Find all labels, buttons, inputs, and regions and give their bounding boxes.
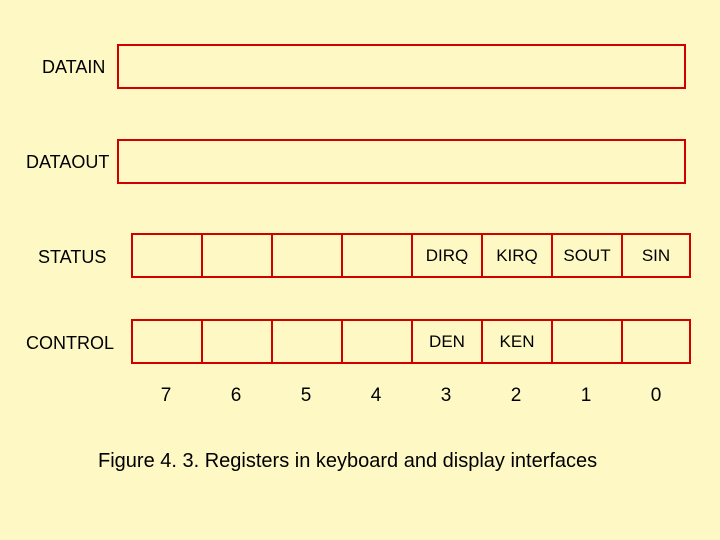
bitnum-0: 0	[621, 385, 691, 407]
bitnum-6: 6	[201, 385, 271, 407]
control-bit-6	[201, 319, 271, 364]
status-bit-3: DIRQ	[411, 233, 481, 278]
bitnum-5: 5	[271, 385, 341, 407]
status-bit-5	[271, 233, 341, 278]
control-bit-0	[621, 319, 691, 364]
control-bit-1	[551, 319, 621, 364]
diagram-canvas: DATAIN DATAOUT STATUS DIRQ KIRQ SOUT SIN…	[0, 0, 720, 540]
control-bit-7	[131, 319, 201, 364]
bitnum-4: 4	[341, 385, 411, 407]
control-bit-4	[341, 319, 411, 364]
dataout-label: DATAOUT	[26, 152, 109, 173]
bitnum-7: 7	[131, 385, 201, 407]
status-bit-4	[341, 233, 411, 278]
bitnum-3: 3	[411, 385, 481, 407]
status-bit-7	[131, 233, 201, 278]
figure-caption: Figure 4. 3. Registers in keyboard and d…	[98, 450, 597, 473]
status-bit-0: SIN	[621, 233, 691, 278]
control-bit-5	[271, 319, 341, 364]
control-bit-3: DEN	[411, 319, 481, 364]
status-cells: DIRQ KIRQ SOUT SIN	[131, 233, 691, 278]
status-bit-2: KIRQ	[481, 233, 551, 278]
control-bit-2: KEN	[481, 319, 551, 364]
bitnum-1: 1	[551, 385, 621, 407]
dataout-box	[117, 139, 686, 184]
datain-box	[117, 44, 686, 89]
bitnum-2: 2	[481, 385, 551, 407]
datain-label: DATAIN	[42, 57, 105, 78]
control-label: CONTROL	[26, 333, 114, 354]
status-bit-1: SOUT	[551, 233, 621, 278]
status-label: STATUS	[38, 247, 106, 268]
control-cells: DEN KEN	[131, 319, 691, 364]
status-bit-6	[201, 233, 271, 278]
